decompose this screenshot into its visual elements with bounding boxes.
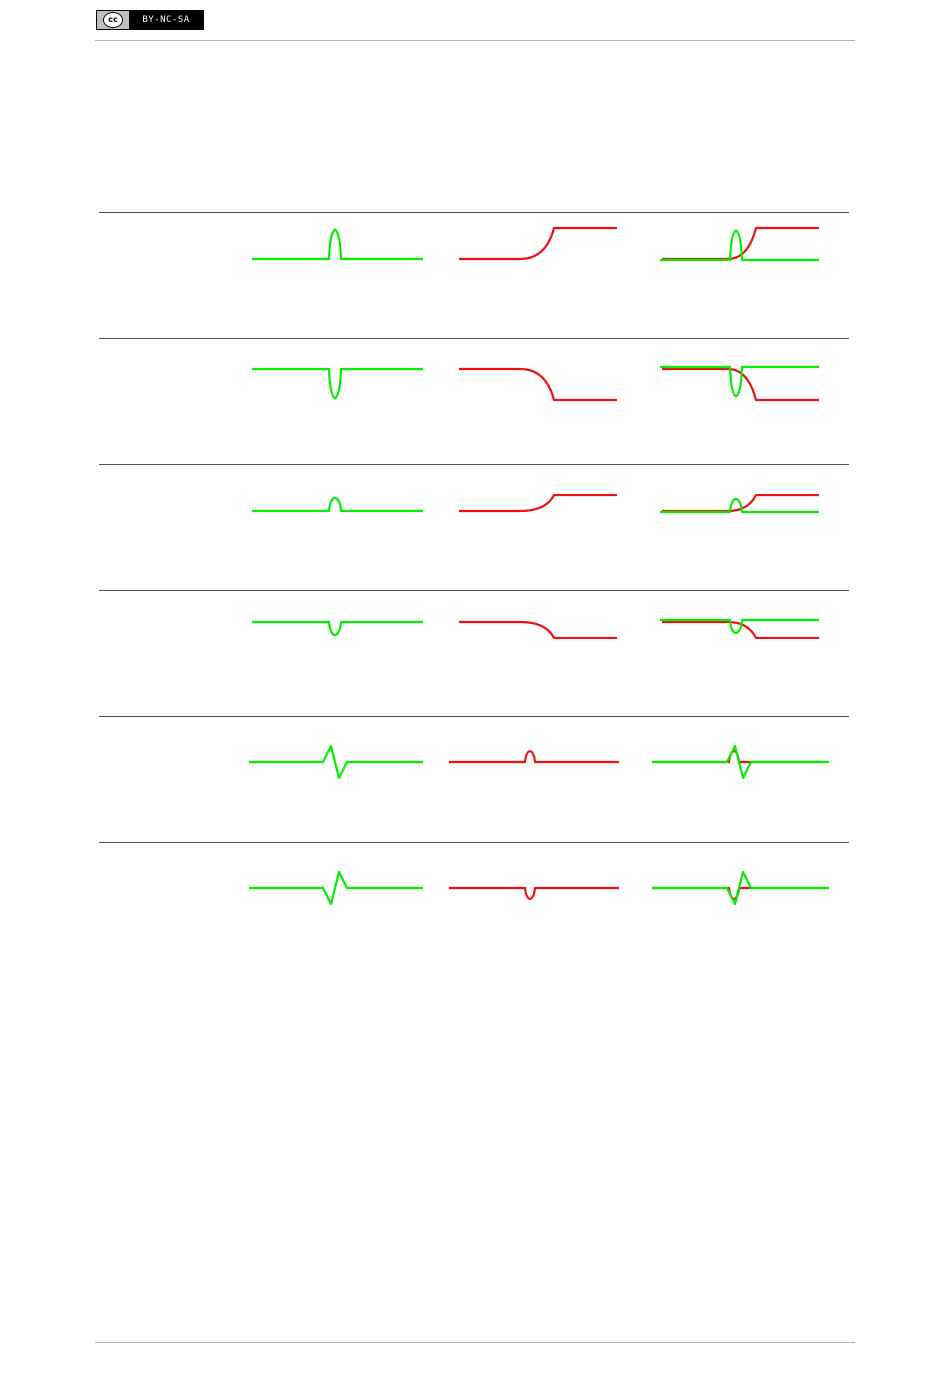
green-curve [252, 228, 423, 261]
row-divider [99, 842, 849, 843]
red-curve [449, 749, 619, 764]
green-curve-overlay [652, 870, 829, 906]
row-divider [99, 212, 849, 213]
green-curve [252, 496, 423, 513]
creative-commons-icon: cc [97, 11, 129, 29]
red-curve-overlay [662, 367, 819, 402]
row-divider [99, 338, 849, 339]
green-curve [249, 870, 423, 906]
red-curve [459, 367, 617, 402]
green-curve-overlay [660, 618, 819, 635]
row-divider [99, 590, 849, 591]
cc-symbol: cc [103, 12, 123, 28]
license-badge[interactable]: cc BY-NC-SA [96, 10, 204, 30]
red-curve-overlay [662, 620, 819, 640]
header-rule [95, 40, 855, 41]
green-curve-overlay [660, 229, 819, 262]
red-curve [459, 493, 617, 513]
row-divider [99, 464, 849, 465]
red-curve [459, 620, 617, 640]
license-text: BY-NC-SA [142, 15, 190, 25]
green-curve-overlay [652, 744, 829, 780]
row-divider [99, 716, 849, 717]
green-curve-overlay [660, 365, 819, 398]
green-curve [252, 620, 423, 637]
footer-rule [95, 1342, 855, 1343]
red-curve [449, 886, 619, 901]
red-curve [459, 226, 617, 261]
green-curve [252, 367, 423, 400]
green-curve-overlay [660, 497, 819, 514]
green-curve [249, 744, 423, 780]
